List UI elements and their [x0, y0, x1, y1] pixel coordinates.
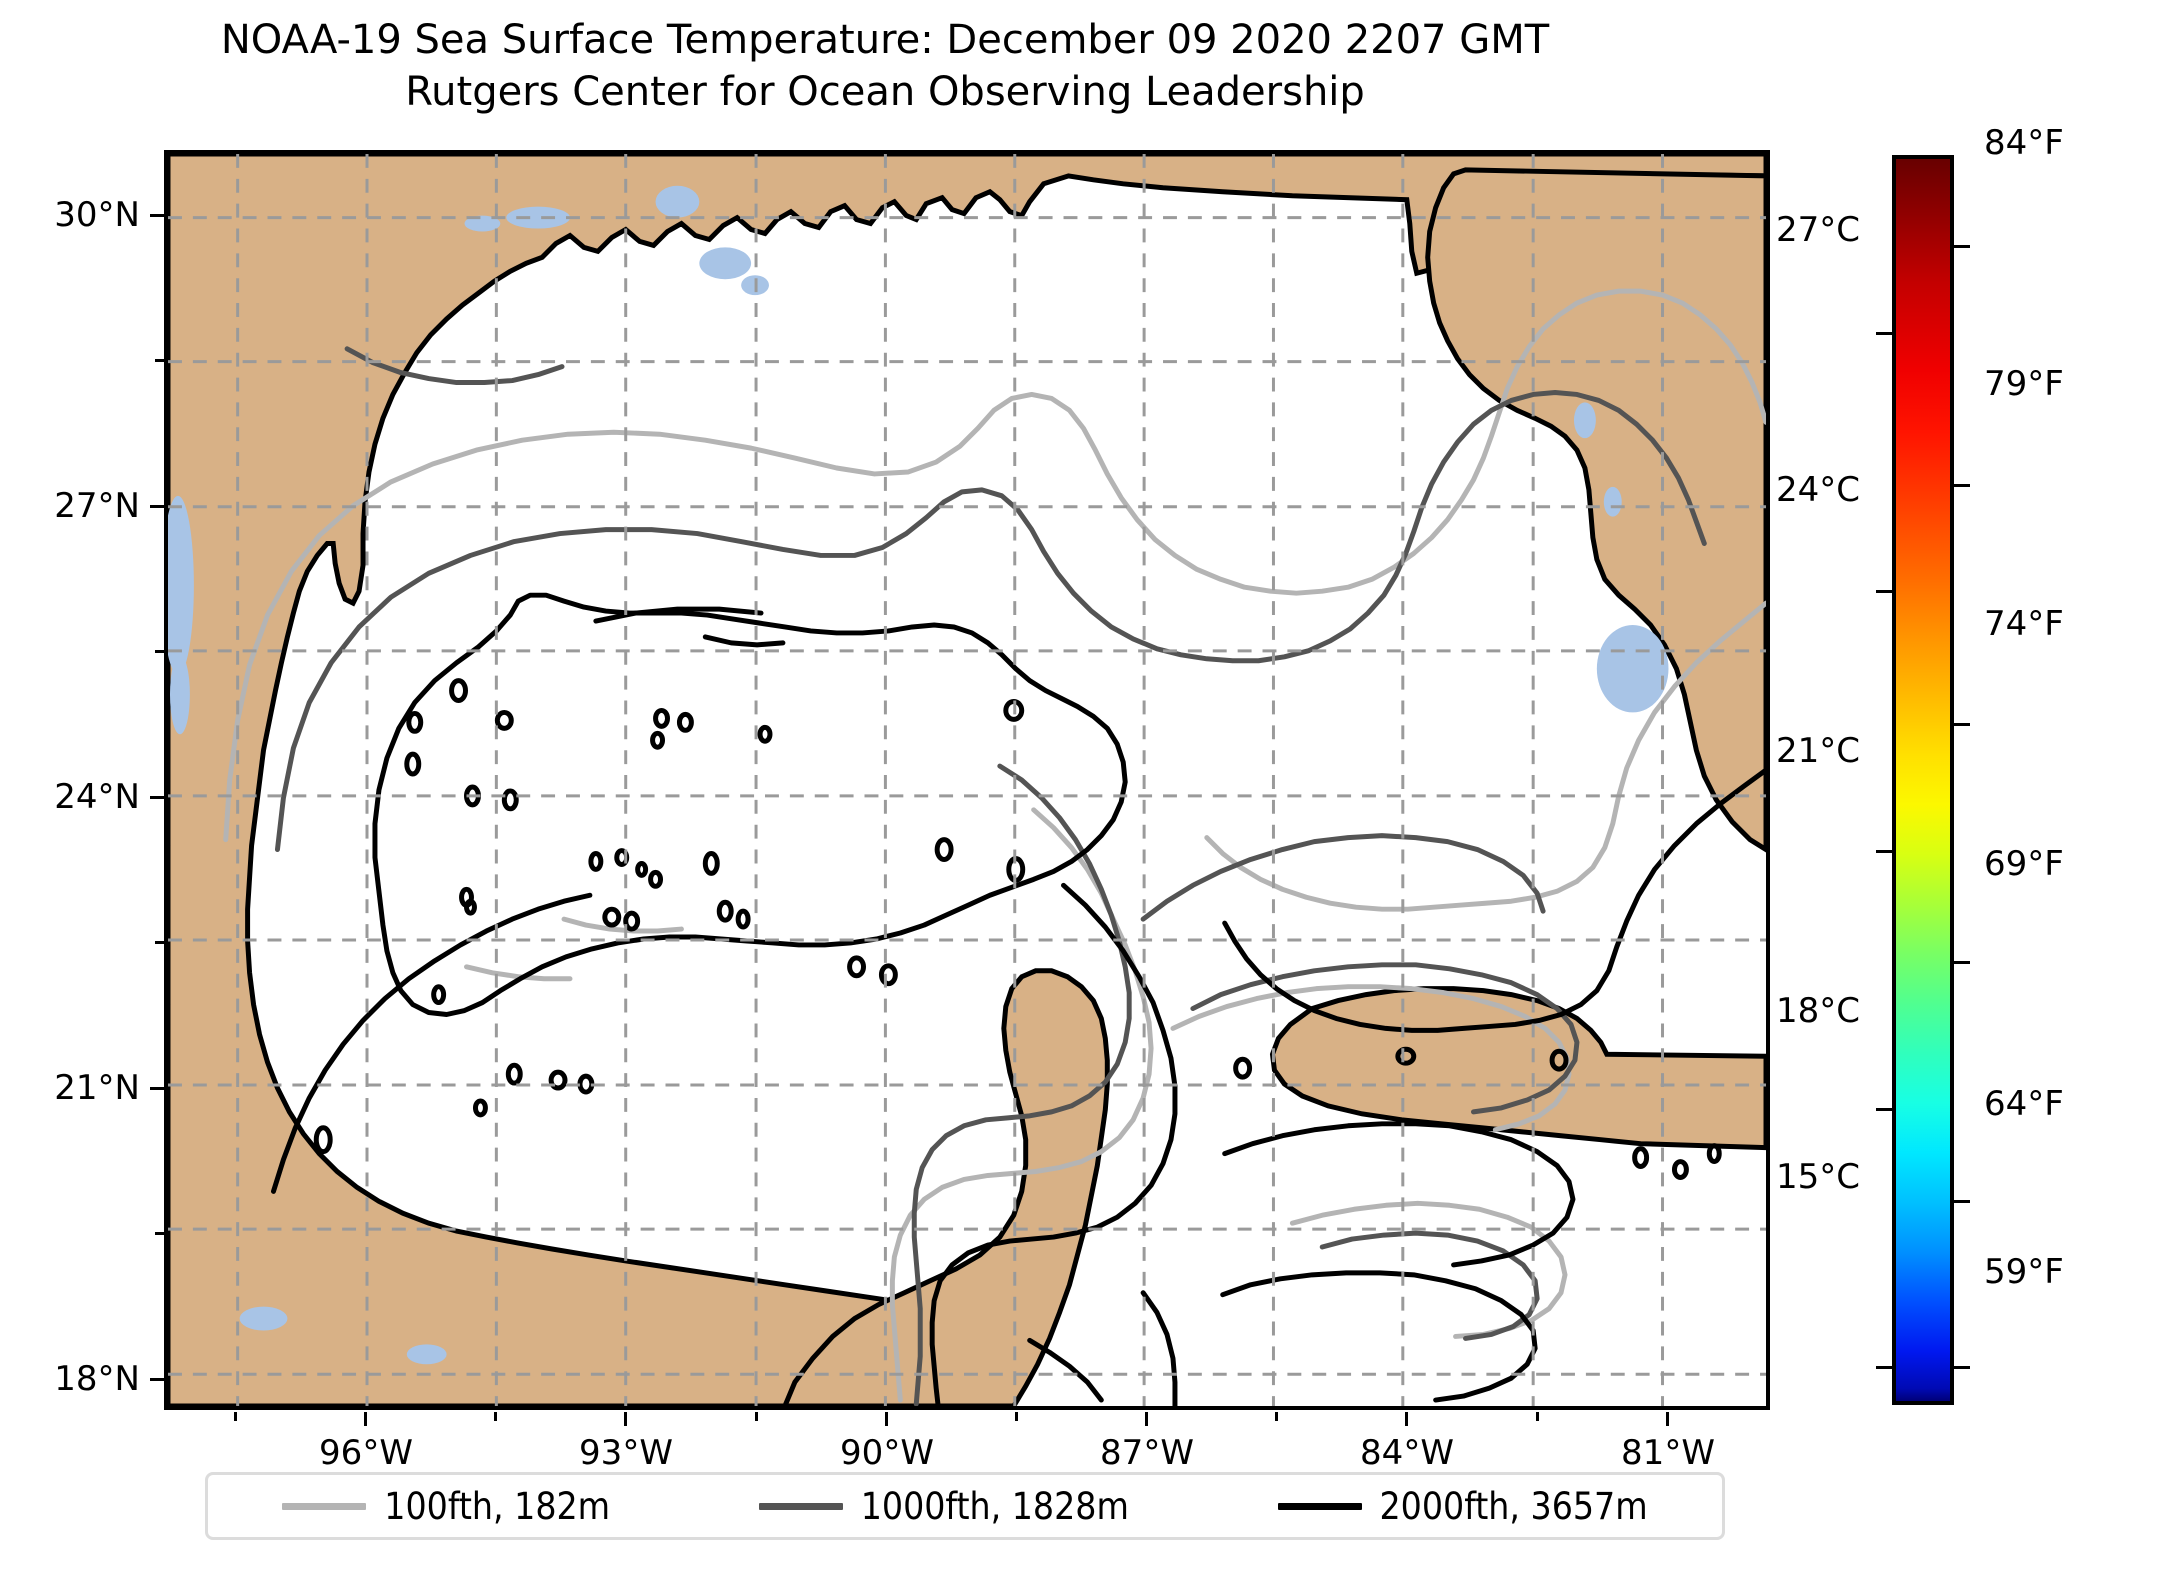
colorbar-tick-15c — [1876, 1366, 1892, 1370]
x-tick-label-93w: 93°W — [579, 1433, 673, 1473]
title-line-2: Rutgers Center for Ocean Observing Leade… — [405, 69, 1365, 115]
lake-pontchartrain — [699, 247, 752, 280]
land-yucatan — [782, 968, 1110, 1406]
colorbar-label-84f: 84°F — [1984, 123, 2064, 163]
bathymetry-legend: 100fth, 182m 1000fth, 1828m 2000fth, 365… — [205, 1472, 1725, 1540]
colorbar-tick-59f — [1954, 1366, 1970, 1370]
legend-item-2000fth[interactable]: 2000fth, 3657m — [1277, 1484, 1648, 1528]
x-tick-label-84w: 84°W — [1360, 1433, 1454, 1473]
x-tick-minor-3 — [1015, 1412, 1018, 1421]
legend-label-2000fth: 2000fth, 3657m — [1379, 1484, 1648, 1528]
colorbar-gradient — [1896, 159, 1950, 1401]
colorbar-tick-21c — [1876, 849, 1892, 853]
colorbar-tick-69f — [1954, 961, 1970, 965]
colorbar-tick-74f — [1954, 722, 1970, 726]
land-north-america — [168, 154, 1766, 1406]
x-tick-90w — [885, 1412, 888, 1426]
x-tick-label-87w: 87°W — [1100, 1433, 1194, 1473]
x-tick-96w — [364, 1412, 367, 1426]
y-tick-24n — [150, 796, 164, 799]
lagoon-mexico-south — [406, 1344, 447, 1365]
x-tick-label-96w: 96°W — [319, 1433, 413, 1473]
y-tick-minor-3 — [155, 941, 164, 944]
lake-texas-2 — [464, 215, 501, 232]
colorbar-tick-64f — [1954, 1199, 1970, 1203]
colorbar-label-18c: 18°C — [1775, 991, 1860, 1031]
legend-label-1000fth: 1000fth, 1828m — [860, 1484, 1129, 1528]
x-tick-label-90w: 90°W — [840, 1433, 934, 1473]
colorbar-label-21c: 21°C — [1775, 731, 1860, 771]
lake-florida-north — [1573, 402, 1596, 439]
x-tick-93w — [624, 1412, 627, 1426]
y-tick-minor-1 — [155, 359, 164, 362]
colorbar-label-79f: 79°F — [1984, 364, 2064, 404]
legend-swatch-2000fth — [1277, 1502, 1362, 1510]
x-tick-minor-0 — [234, 1412, 237, 1421]
lake-sabine — [655, 185, 700, 218]
laguna-madre — [168, 495, 194, 675]
y-tick-label-18n: 18°N — [54, 1359, 140, 1399]
y-tick-label-30n: 30°N — [54, 195, 140, 235]
colorbar-tick-24c — [1876, 589, 1892, 593]
laguna-madre-south — [169, 654, 190, 735]
y-tick-30n — [150, 214, 164, 217]
legend-item-1000fth[interactable]: 1000fth, 1828m — [758, 1484, 1129, 1528]
x-tick-label-81w: 81°W — [1621, 1433, 1715, 1473]
lake-texas-1 — [506, 206, 570, 229]
y-tick-minor-2 — [155, 650, 164, 653]
temperature-colorbar[interactable] — [1876, 155, 1970, 1405]
x-tick-minor-1 — [494, 1412, 497, 1421]
map-plot-area[interactable] — [164, 150, 1770, 1410]
legend-swatch-1000fth — [758, 1502, 843, 1510]
colorbar-tick-84f — [1954, 244, 1970, 248]
legend-label-100fth: 100fth, 182m — [384, 1484, 611, 1528]
x-tick-87w — [1145, 1412, 1148, 1426]
y-tick-21n — [150, 1087, 164, 1090]
colorbar-label-24c: 24°C — [1775, 470, 1860, 510]
colorbar-tick-27c — [1876, 331, 1892, 335]
colorbar-label-15c: 15°C — [1775, 1157, 1860, 1197]
map-canvas — [168, 154, 1766, 1406]
title-line-1: NOAA-19 Sea Surface Temperature: Decembe… — [220, 17, 1550, 63]
y-tick-label-21n: 21°N — [54, 1068, 140, 1108]
lake-florida-mid — [1603, 486, 1622, 517]
colorbar-label-27c: 27°C — [1775, 210, 1860, 250]
y-tick-label-24n: 24°N — [54, 777, 140, 817]
contour-2000fth — [270, 592, 1766, 1406]
colorbar-label-59f: 59°F — [1984, 1252, 2064, 1292]
y-tick-minor-4 — [155, 1232, 164, 1235]
colorbar-tick-18c — [1876, 1107, 1892, 1111]
colorbar-tick-79f — [1954, 484, 1970, 488]
x-tick-minor-5 — [1536, 1412, 1539, 1421]
x-tick-minor-2 — [755, 1412, 758, 1421]
x-tick-81w — [1666, 1412, 1669, 1426]
lake-okeechobee — [1596, 624, 1669, 713]
figure-title: NOAA-19 Sea Surface Temperature: Decembe… — [0, 14, 1770, 118]
y-tick-18n — [150, 1378, 164, 1381]
contour-1000fth — [274, 346, 1707, 1406]
y-tick-27n — [150, 505, 164, 508]
x-tick-minor-4 — [1275, 1412, 1278, 1421]
legend-item-100fth[interactable]: 100fth, 182m — [282, 1488, 610, 1525]
colorbar-label-74f: 74°F — [1984, 604, 2064, 644]
colorbar-label-69f: 69°F — [1984, 844, 2064, 884]
laguna-de-terminos — [239, 1306, 288, 1331]
x-tick-84w — [1405, 1412, 1408, 1426]
y-tick-label-27n: 27°N — [54, 486, 140, 526]
map-gridlines — [168, 154, 1766, 1406]
legend-swatch-100fth — [282, 1502, 367, 1510]
colorbar-label-64f: 64°F — [1984, 1084, 2064, 1124]
